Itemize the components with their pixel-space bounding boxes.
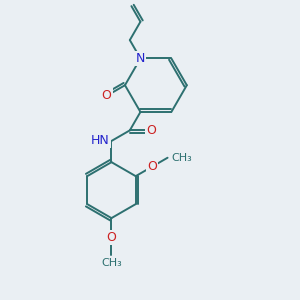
Text: O: O	[147, 160, 157, 173]
Text: O: O	[106, 231, 116, 244]
Text: HN: HN	[91, 134, 110, 148]
Text: CH₃: CH₃	[101, 258, 122, 268]
Text: O: O	[146, 124, 156, 137]
Text: N: N	[136, 52, 145, 65]
Text: O: O	[102, 89, 112, 102]
Text: CH₃: CH₃	[171, 153, 192, 163]
